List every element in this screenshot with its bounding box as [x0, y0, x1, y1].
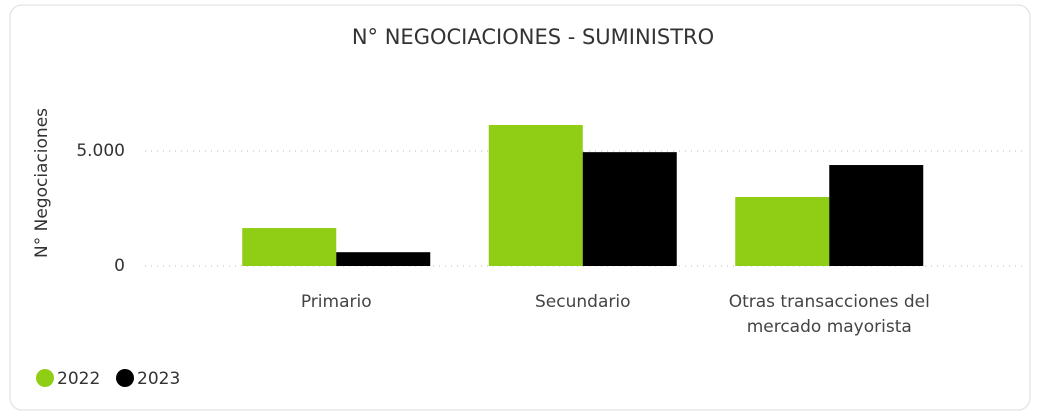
legend-label: 2023: [137, 369, 180, 389]
x-tick-label: Primario: [300, 292, 372, 312]
x-tick-label: Otras transacciones del mercado mayorist…: [728, 292, 930, 337]
bar: [488, 125, 583, 266]
y-tick-label: 0: [114, 256, 125, 276]
chart-title: N° NEGOCIACIONES - SUMINISTRO: [352, 25, 714, 49]
y-tick-label: 5.000: [76, 141, 125, 161]
bar: [582, 152, 677, 266]
x-tick-label: Secundario: [535, 292, 631, 312]
bar: [336, 252, 431, 266]
legend-marker: [36, 369, 54, 387]
y-axis-label: N° Negociaciones: [32, 108, 52, 258]
bar: [829, 165, 924, 266]
bar: [735, 197, 830, 266]
legend-marker: [116, 369, 134, 387]
legend-label: 2022: [57, 369, 100, 389]
bar: [242, 228, 337, 266]
